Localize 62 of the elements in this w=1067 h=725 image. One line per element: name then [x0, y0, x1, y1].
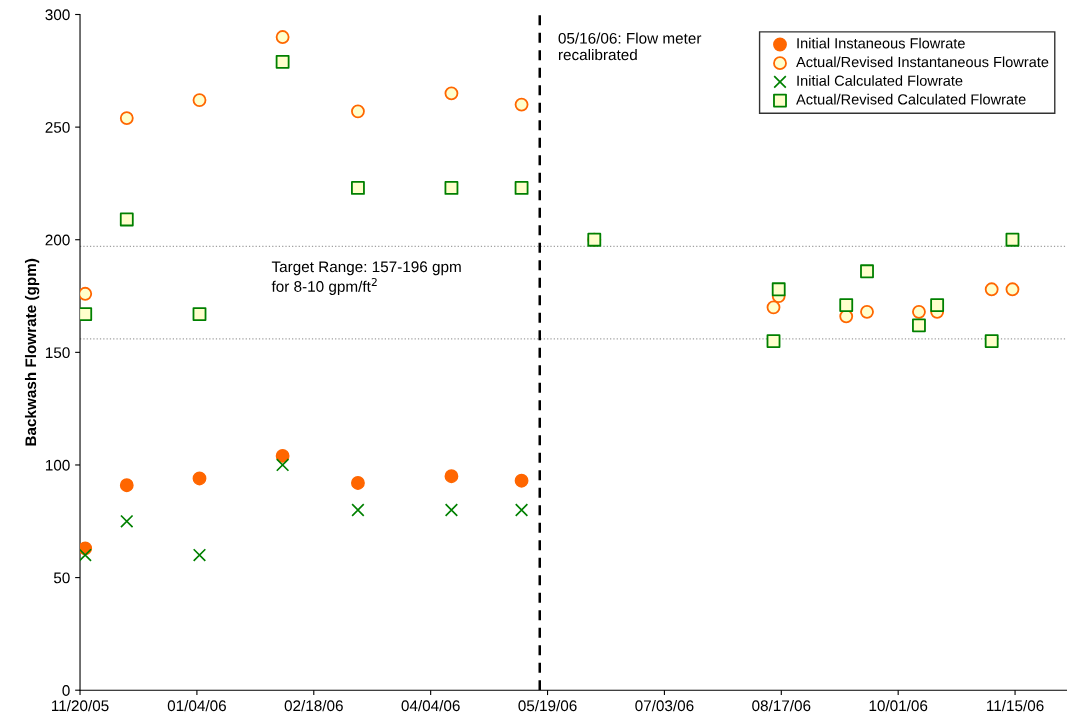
point: [444, 503, 459, 517]
legend-label: Initial Instaneous Flowrate: [797, 37, 965, 49]
point: [120, 514, 134, 528]
point: [514, 97, 529, 112]
point: [444, 469, 459, 484]
y-axis-title: Backwash Flowrate (gpm): [24, 258, 40, 446]
point: [80, 307, 93, 321]
legend-label: Initial Calculated Flowrate: [797, 75, 963, 86]
point: [444, 181, 459, 195]
point: [275, 458, 290, 472]
point: [930, 298, 945, 312]
y-tick-label: 300: [45, 9, 70, 21]
point: [984, 334, 999, 349]
legend-label: Actual/Revised Calculated Flowrate: [796, 93, 1026, 105]
y-tick-label: 200: [45, 234, 70, 246]
point: [275, 449, 290, 463]
annotation: Target Range: 157-196 gpm for 8-10 gpm/ft$^{2}$: [271, 261, 461, 295]
y-tick-label: 250: [45, 121, 70, 133]
y-tick-label: 150: [45, 347, 70, 359]
point: [514, 503, 529, 517]
x-tick-label: 10/01/06: [869, 699, 928, 712]
x-tick-label: 04/04/06: [401, 699, 460, 712]
y-tick-label: 50: [53, 572, 70, 584]
point: [192, 307, 207, 321]
point: [192, 471, 207, 486]
legend-label: Actual/Revised Instantaneous Flowrate: [796, 56, 1049, 68]
point: [912, 304, 926, 319]
point: [766, 300, 781, 315]
x-tick-label: 02/18/06: [284, 699, 343, 712]
point: [444, 86, 459, 101]
point: [912, 318, 926, 333]
x-tick-label: 11/15/06: [987, 699, 1044, 712]
point: [351, 104, 365, 119]
point: [275, 54, 290, 69]
point: [80, 286, 93, 301]
point: [860, 304, 874, 319]
x-tick-label: 05/19/06: [518, 699, 577, 712]
point: [1005, 232, 1020, 247]
point: [351, 181, 365, 195]
point: [192, 93, 207, 108]
point: [984, 282, 999, 297]
point: [860, 264, 874, 279]
x-tick-label: 11/20/05: [52, 699, 109, 712]
point: [514, 473, 529, 488]
point: [771, 282, 786, 297]
point: [275, 30, 290, 44]
point: [192, 548, 207, 562]
point: [119, 111, 134, 126]
x-tick-label: 08/17/06: [752, 699, 811, 712]
point: [1005, 282, 1020, 297]
point: [514, 181, 529, 195]
point: [119, 212, 134, 227]
point: [839, 298, 854, 312]
y-tick-label: 100: [45, 459, 70, 471]
y-tick-label: 0: [62, 685, 70, 696]
point: [351, 503, 365, 517]
point: [119, 478, 134, 493]
x-tick-label: 07/03/06: [635, 699, 694, 712]
point: [351, 476, 365, 490]
ref-line-label: 05/16/06: Flow meter recalibrated: [558, 32, 702, 61]
x-tick-label: 01/04/06: [167, 699, 226, 712]
point: [766, 334, 781, 349]
